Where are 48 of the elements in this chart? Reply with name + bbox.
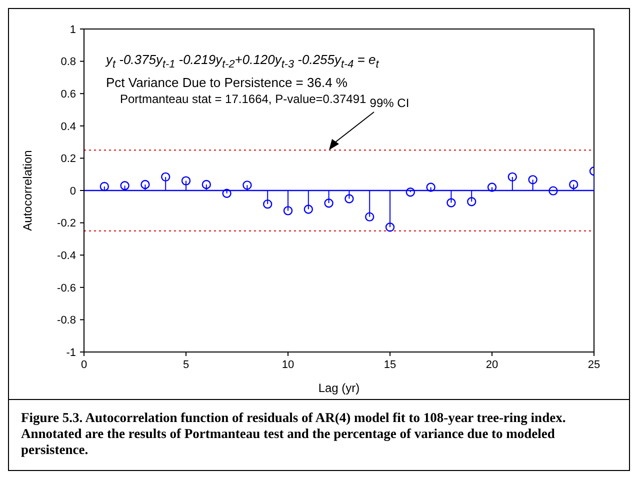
x-tick-label: 10 <box>282 358 294 371</box>
point <box>487 182 497 192</box>
y-tick-label: 0.2 <box>60 153 76 166</box>
y-tick-label: -0.2 <box>57 218 76 230</box>
point <box>324 198 334 208</box>
point <box>161 172 170 182</box>
annotation: Portmanteau stat = 17.1664, P-value=0.37491 <box>120 92 366 106</box>
x-tick-label: 15 <box>384 358 396 371</box>
y-tick-label: -1 <box>66 346 76 359</box>
y-tick-label: -0.8 <box>57 314 76 327</box>
y-tick-label: -0.4 <box>57 250 76 262</box>
point <box>263 199 272 209</box>
y-axis-title: Autocorrelation <box>20 150 34 231</box>
point <box>202 180 211 190</box>
y-tick-label: 0.4 <box>60 120 76 133</box>
point <box>242 180 252 190</box>
point <box>406 188 415 197</box>
y-tick-label: -0.6 <box>57 282 76 294</box>
x-tick-label: 20 <box>486 358 498 371</box>
point <box>508 172 517 182</box>
point <box>283 206 293 216</box>
point <box>446 198 456 208</box>
point <box>385 222 395 232</box>
point <box>365 212 374 222</box>
x-tick-label: 5 <box>182 358 190 371</box>
y-tick-label: 0.8 <box>60 56 76 68</box>
point <box>120 181 130 190</box>
point <box>528 175 538 184</box>
point <box>140 180 150 190</box>
point <box>569 180 578 190</box>
point <box>222 188 232 198</box>
x-axis-title: Lag (yr) <box>318 381 360 395</box>
y-tick-label: 0 <box>70 185 76 198</box>
x-tick-label: 0 <box>80 358 88 371</box>
ref-line-label: 99% CI <box>370 96 410 110</box>
annotation: Pct Variance Due to Persistence = 36.4 % <box>106 74 348 91</box>
point <box>467 197 476 206</box>
point <box>100 182 109 192</box>
y-tick-label: 0.6 <box>60 88 76 101</box>
point <box>181 176 191 186</box>
point <box>344 194 354 204</box>
caption: Figure 5.3. Autocorrelation function of residuals of AR(4) model fit to 108-year tree-ring index. Annotated are the results of Portmanteau test and the percentage of variance due to modeled persistence. <box>9 399 629 470</box>
point <box>304 204 313 214</box>
point <box>548 186 558 196</box>
x-tick-label: 25 <box>588 358 600 371</box>
y-tick-label: 1 <box>70 24 76 36</box>
point <box>426 182 436 192</box>
text: y$_{t}$ -0.375y$_{t-1}$ -0.219y$_{t-2}$+0.120y$_{t-3}$ -0.255y$_{t-4}$ = e$_{t}$ <box>106 52 379 71</box>
